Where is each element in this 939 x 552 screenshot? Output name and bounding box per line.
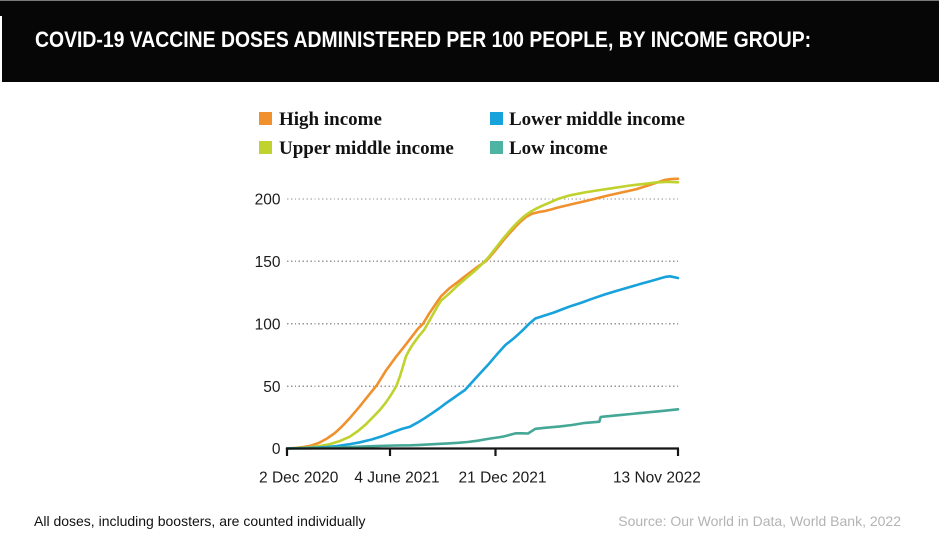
svg-text:4 June 2021: 4 June 2021 bbox=[354, 470, 439, 487]
svg-text:13 Nov 2022: 13 Nov 2022 bbox=[613, 470, 701, 487]
svg-text:21 Dec 2021: 21 Dec 2021 bbox=[459, 470, 547, 487]
svg-text:0: 0 bbox=[272, 441, 281, 458]
svg-text:100: 100 bbox=[255, 316, 281, 333]
svg-text:200: 200 bbox=[255, 192, 281, 209]
svg-text:50: 50 bbox=[263, 379, 281, 396]
svg-text:2 Dec 2020: 2 Dec 2020 bbox=[259, 470, 339, 487]
svg-text:150: 150 bbox=[255, 254, 281, 271]
